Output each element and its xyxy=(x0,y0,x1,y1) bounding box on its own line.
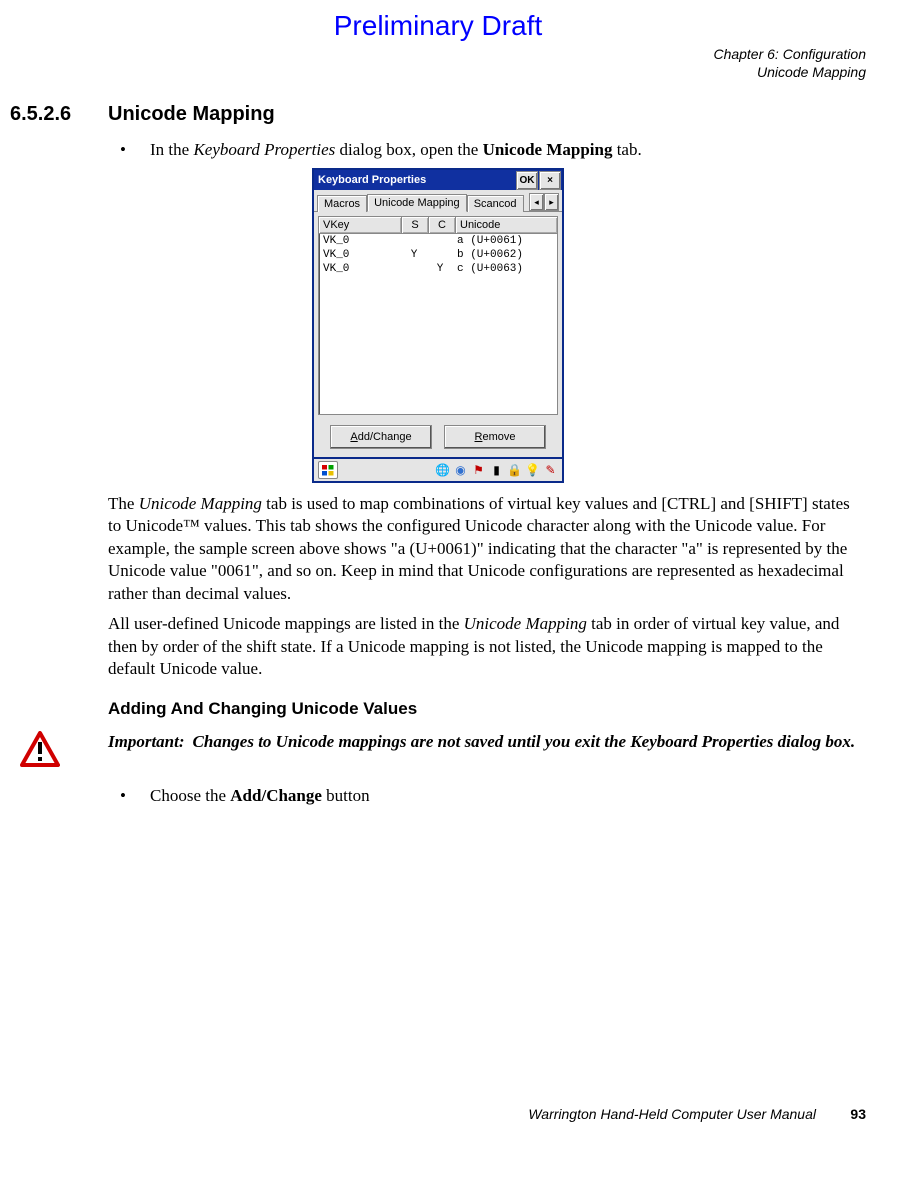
preliminary-draft-header: Preliminary Draft xyxy=(10,10,866,42)
footer-page-number: 93 xyxy=(816,1106,866,1122)
col-vkey[interactable]: VKey xyxy=(319,217,402,233)
tab-scroll-right-icon[interactable]: ▸ xyxy=(544,193,559,211)
tray-lock-icon[interactable]: 🔒 xyxy=(507,463,522,478)
col-unicode[interactable]: Unicode xyxy=(456,217,557,233)
text: All user-defined Unicode mappings are li… xyxy=(108,614,464,633)
tray-globe-icon[interactable]: 🌐 xyxy=(435,463,450,478)
page-footer: Warrington Hand-Held Computer User Manua… xyxy=(10,1106,866,1122)
mapping-list: VKey S C Unicode VK_0 a (U+0061) VK_0 Y xyxy=(318,216,558,415)
cell xyxy=(401,234,427,248)
cell xyxy=(427,248,453,262)
list-body[interactable]: VK_0 a (U+0061) VK_0 Y b (U+0062) VK_0 xyxy=(319,234,557,414)
tab-scroll-left-icon[interactable]: ◂ xyxy=(529,193,544,211)
taskbar: 🌐 ◉ ⚑ ▮ 🔒 💡 ✎ xyxy=(312,457,564,483)
start-button-icon[interactable] xyxy=(318,461,338,479)
text-em: Unicode Mapping xyxy=(139,494,262,513)
list-header: VKey S C Unicode xyxy=(319,217,557,234)
text-em: Unicode Mapping xyxy=(464,614,587,633)
cell xyxy=(427,234,453,248)
section-number: 6.5.2.6 xyxy=(10,103,108,126)
paragraph-1: The Unicode Mapping tab is used to map c… xyxy=(108,493,866,605)
dialog-title: Keyboard Properties xyxy=(318,174,426,186)
tray-card-icon[interactable]: ▮ xyxy=(489,463,504,478)
dialog-titlebar: Keyboard Properties OK × xyxy=(314,170,562,190)
table-row[interactable]: VK_0 Y b (U+0062) xyxy=(319,248,557,262)
important-label: Important: xyxy=(108,731,185,753)
add-change-button[interactable]: Add/Change xyxy=(330,425,432,449)
instruction-bullet-2: •Choose the Add/Change button xyxy=(120,786,866,806)
chapter-line: Chapter 6: Configuration xyxy=(10,46,866,64)
tray-pen-icon[interactable]: ✎ xyxy=(543,463,558,478)
close-button[interactable]: × xyxy=(539,171,561,190)
footer-title: Warrington Hand-Held Computer User Manua… xyxy=(10,1106,816,1122)
section-title: Unicode Mapping xyxy=(108,103,275,126)
important-body: Changes to Unicode mappings are not save… xyxy=(193,731,856,753)
cell: VK_0 xyxy=(319,262,401,276)
section-line: Unicode Mapping xyxy=(10,64,866,82)
text-strong: Add/Change xyxy=(230,786,322,805)
table-row[interactable]: VK_0 Y c (U+0063) xyxy=(319,262,557,276)
keyboard-properties-dialog: Keyboard Properties OK × Macros Unicode … xyxy=(312,168,564,483)
cell xyxy=(401,262,427,276)
cell: VK_0 xyxy=(319,234,401,248)
col-c[interactable]: C xyxy=(429,217,456,233)
cell: a (U+0061) xyxy=(453,234,557,248)
text: In the xyxy=(150,140,193,159)
chapter-header: Chapter 6: Configuration Unicode Mapping xyxy=(10,46,866,81)
important-note: Important: Changes to Unicode mappings a… xyxy=(20,731,866,772)
remove-button[interactable]: Remove xyxy=(444,425,546,449)
instruction-bullet-1: •In the Keyboard Properties dialog box, … xyxy=(120,140,866,160)
ok-button[interactable]: OK xyxy=(516,171,538,190)
cell: c (U+0063) xyxy=(453,262,557,276)
tray-bulb-icon[interactable]: 💡 xyxy=(525,463,540,478)
tray-alert-icon[interactable]: ⚑ xyxy=(471,463,486,478)
text: The xyxy=(108,494,139,513)
paragraph-2: All user-defined Unicode mappings are li… xyxy=(108,613,866,680)
col-s[interactable]: S xyxy=(402,217,429,233)
cell: Y xyxy=(427,262,453,276)
cell: b (U+0062) xyxy=(453,248,557,262)
tab-scancode[interactable]: Scancod xyxy=(467,195,524,212)
tab-unicode-mapping[interactable]: Unicode Mapping xyxy=(367,194,467,212)
text: Choose the xyxy=(150,786,230,805)
text: dialog box, open the xyxy=(335,140,482,159)
tray-drive-icon[interactable]: ◉ xyxy=(453,463,468,478)
text-em: Keyboard Properties xyxy=(193,140,335,159)
cell: VK_0 xyxy=(319,248,401,262)
text: button xyxy=(322,786,370,805)
warning-icon xyxy=(20,731,64,772)
subheading-adding-changing: Adding And Changing Unicode Values xyxy=(108,699,866,719)
dialog-tabs: Macros Unicode Mapping Scancod ◂ ▸ xyxy=(314,190,562,212)
cell: Y xyxy=(401,248,427,262)
text: tab. xyxy=(612,140,641,159)
text-strong: Unicode Mapping xyxy=(483,140,613,159)
table-row[interactable]: VK_0 a (U+0061) xyxy=(319,234,557,248)
tab-macros[interactable]: Macros xyxy=(317,195,367,212)
